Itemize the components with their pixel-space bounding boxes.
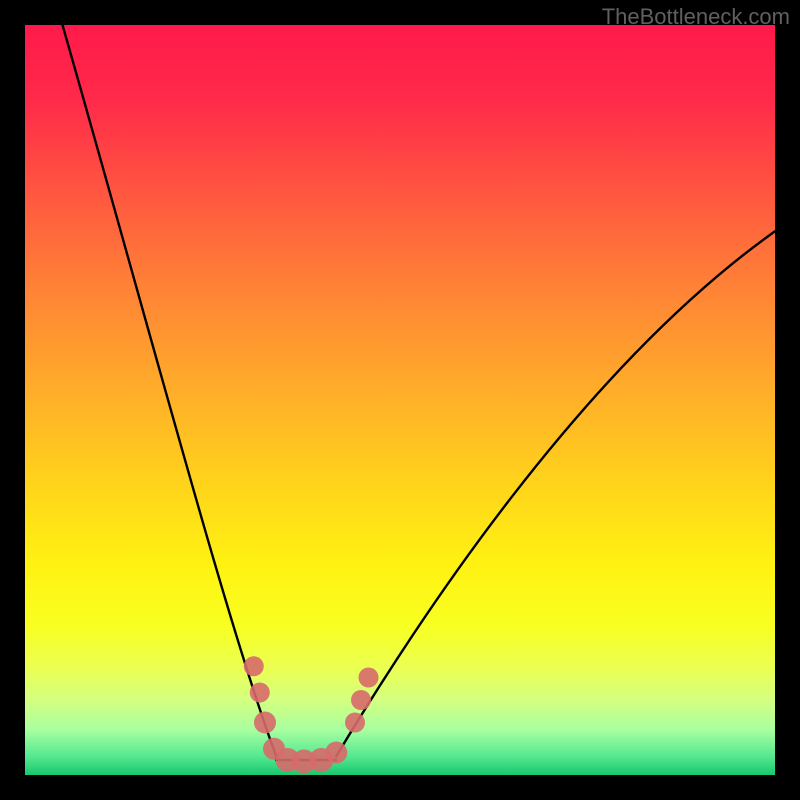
valley-marker (359, 668, 379, 688)
watermark-text: TheBottleneck.com (602, 4, 790, 30)
chart-container: TheBottleneck.com (0, 0, 800, 800)
valley-marker (244, 656, 264, 676)
valley-marker (345, 713, 365, 733)
bottleneck-plot (25, 25, 775, 775)
valley-marker (351, 690, 371, 710)
valley-marker (254, 712, 276, 734)
valley-marker (325, 742, 347, 764)
valley-marker (250, 683, 270, 703)
gradient-background (25, 25, 775, 775)
